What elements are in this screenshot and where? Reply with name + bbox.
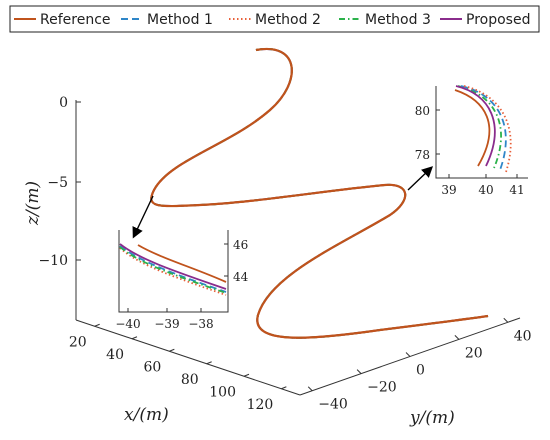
- legend-label-4: Proposed: [466, 12, 530, 28]
- y-tick-label: 40: [514, 328, 532, 344]
- inset-upper-right-x-label: 41: [509, 183, 524, 197]
- y-tick-mark: [503, 317, 509, 323]
- y-tick-group: −40 −20 0 20 40: [307, 317, 532, 413]
- z-tick-label: −5: [47, 175, 68, 191]
- inset-lower-left-x-label: −38: [188, 317, 213, 331]
- x-tick-label: 20: [69, 334, 87, 350]
- y-tick-mark: [454, 335, 460, 340]
- inset-upper-right: 39 40 41 80 78: [415, 85, 528, 197]
- x-tick-group: 20 40 60 80 100 120: [69, 323, 287, 413]
- z-tick-label: −10: [38, 253, 68, 269]
- inset-upper-right-curve: [460, 85, 507, 171]
- inset-upper-right-x-label: 39: [441, 183, 456, 197]
- inset-lower-left-curve: [119, 247, 227, 296]
- inset-lower-left-y-label: 46: [233, 238, 248, 252]
- x-axis-label: x/(m): [124, 405, 169, 425]
- inset-lower-left-x-label: −39: [154, 317, 179, 331]
- x-tick-mark: [131, 336, 138, 340]
- x-tick-mark: [281, 386, 287, 390]
- y-tick-label: −20: [367, 380, 397, 396]
- legend-label-1: Method 1: [147, 12, 213, 28]
- inset-upper-right-curve: [463, 85, 512, 173]
- inset-upper-right-curve: [455, 85, 496, 167]
- inset-lower-left-curve: [119, 243, 227, 290]
- inset-lower-left-y-label: 44: [233, 270, 249, 284]
- z-axis-label: z/(m): [23, 181, 43, 226]
- x-tick-label: 40: [106, 347, 124, 363]
- inset-lower-left: −40 −39 −38 46 44: [115, 230, 249, 331]
- inset-upper-right-x-label: 40: [478, 183, 493, 197]
- y-tick-mark: [405, 352, 411, 357]
- x-tick-label: 80: [181, 372, 199, 388]
- x-tick-mark: [94, 323, 100, 327]
- inset-upper-right-curve: [454, 89, 491, 167]
- inset-arrow-left: [132, 195, 154, 239]
- x-tick-mark: [206, 361, 212, 365]
- y-axis-label: y/(m): [409, 408, 455, 428]
- inset-lower-left-curve: [119, 245, 227, 293]
- legend: Reference Method 1 Method 2 Method 3 Propose…: [9, 5, 540, 33]
- y-tick-mark: [307, 386, 313, 392]
- x-tick-mark: [243, 373, 250, 377]
- inset-lower-left-x-label: −40: [115, 317, 140, 331]
- inset-upper-right-y-label: 80: [415, 104, 430, 118]
- inset-upper-right-curve: [457, 85, 502, 169]
- inset-upper-right-frame: [435, 86, 528, 179]
- legend-label-2: Method 2: [255, 12, 321, 28]
- inset-arrow-right: [407, 166, 434, 191]
- y-tick-label: −40: [318, 397, 348, 413]
- trajectory-reference: [150, 47, 489, 339]
- inset-group: −40 −39 −38 46 44 39 40 41 80 78: [115, 85, 528, 331]
- inset-lower-left-curve: [137, 244, 227, 283]
- x-tick-label: 100: [209, 384, 236, 400]
- inset-upper-right-y-label: 78: [415, 148, 430, 162]
- y-tick-label: 0: [416, 363, 425, 379]
- y-tick-label: 20: [465, 345, 483, 361]
- x-axis-line: [75, 319, 301, 396]
- x-tick-label: 60: [144, 359, 162, 375]
- inset-lower-left-frame: [118, 230, 229, 313]
- legend-label-3: Method 3: [365, 12, 431, 28]
- x-tick-mark: [169, 348, 175, 352]
- trajectory-group: [150, 47, 489, 339]
- x-tick-label: 120: [247, 397, 274, 413]
- y-tick-mark: [356, 369, 362, 374]
- legend-label-0: Reference: [40, 12, 111, 28]
- z-tick-group: 0 −5 −10: [38, 95, 81, 269]
- z-tick-label: 0: [59, 95, 68, 111]
